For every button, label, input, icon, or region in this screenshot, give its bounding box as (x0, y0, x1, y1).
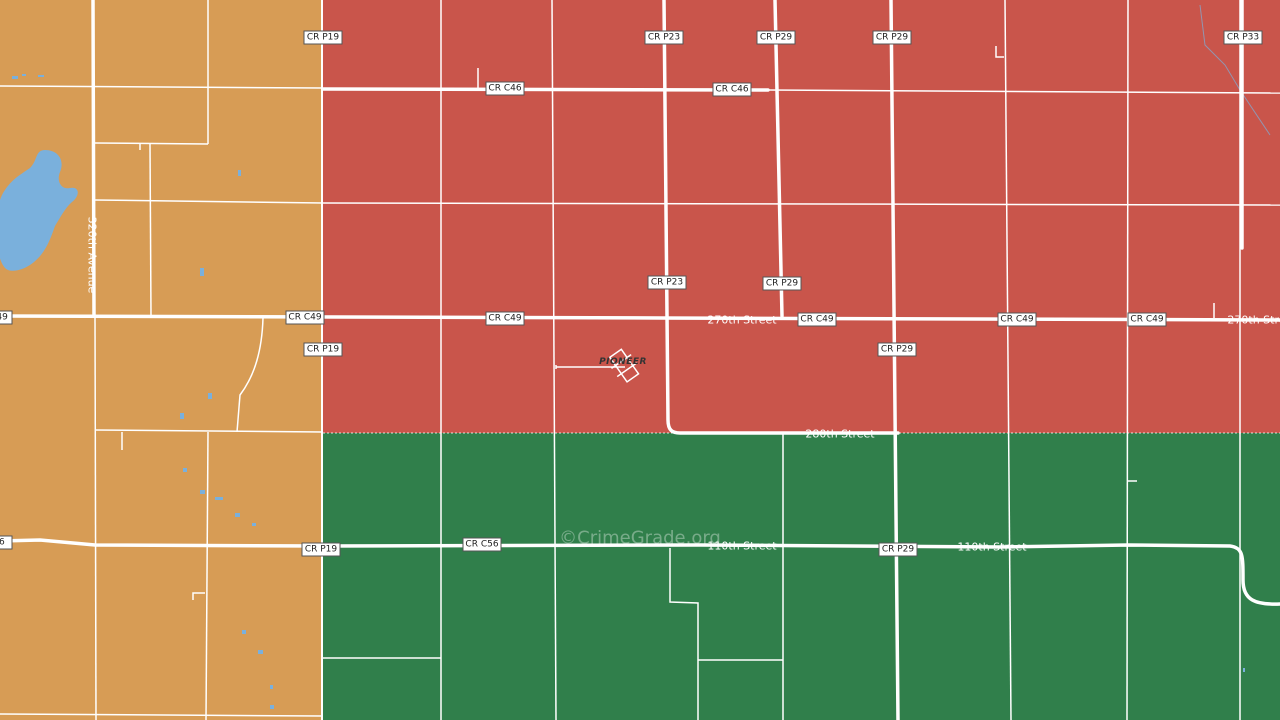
road-shield-cr-p29: CR P29 (756, 30, 796, 45)
svg-text:CR P19: CR P19 (305, 545, 338, 555)
svg-text:CR C56: CR C56 (465, 540, 498, 550)
road-shield-cr-c49: CR C49 (285, 310, 325, 325)
svg-text:CR C49: CR C49 (488, 314, 521, 324)
svg-text:CR P29: CR P29 (881, 345, 914, 355)
road-shield-cr-p29: CR P29 (878, 542, 918, 557)
road-shield-cr-c46: CR C46 (485, 81, 525, 96)
road-shield-cr-p33: CR P33 (1223, 30, 1263, 45)
road-shield-cr-p19: CR P19 (303, 30, 343, 45)
svg-text:C49: C49 (0, 313, 8, 323)
svg-text:CR P23: CR P23 (651, 278, 683, 288)
pioneer-town (608, 348, 640, 383)
svg-text:CR C49: CR C49 (1000, 315, 1033, 325)
watermark: ©CrimeGrade.org (559, 528, 721, 549)
svg-text:56: 56 (0, 538, 5, 548)
stream (1199, 4, 1271, 136)
road-shield-c56-edge: 56 (0, 535, 13, 550)
lake (0, 150, 78, 271)
road-shield-cr-c49: CR C49 (1127, 312, 1167, 327)
svg-text:CR P33: CR P33 (1227, 33, 1259, 43)
zone-orange (0, 0, 323, 720)
street-label-320th-avenue: 320th Avenue (86, 217, 99, 294)
street-label-110th-street-east: 110th Street (957, 541, 1027, 554)
street-label-270th-street-edge: 270th Street (1227, 314, 1280, 327)
svg-text:CR C46: CR C46 (488, 84, 521, 94)
zone-green (323, 433, 1280, 720)
road-shield-cr-c56: CR C56 (462, 537, 502, 552)
svg-text:CR P19: CR P19 (307, 345, 340, 355)
road-shield-c49-edge: C49 (0, 310, 13, 325)
svg-text:CR P23: CR P23 (648, 33, 680, 43)
street-label-280th-street: 280th Street (805, 428, 875, 441)
road-shield-cr-p29: CR P29 (762, 276, 802, 291)
road-shield-cr-p23: CR P23 (644, 30, 684, 45)
road-shield-cr-c49: CR C49 (797, 312, 837, 327)
road-shield-cr-p29: CR P29 (872, 30, 912, 45)
road-shield-cr-p19: CR P19 (303, 342, 343, 357)
svg-text:CR P29: CR P29 (876, 33, 909, 43)
svg-text:CR P19: CR P19 (307, 33, 340, 43)
svg-text:CR P29: CR P29 (882, 545, 915, 555)
zone-red (323, 0, 1280, 433)
road-shield-cr-c46: CR C46 (712, 82, 752, 97)
road-shield-cr-p19: CR P19 (301, 542, 341, 557)
road-shield-cr-p23: CR P23 (647, 275, 687, 290)
svg-text:CR C49: CR C49 (800, 315, 833, 325)
road-shield-cr-c49: CR C49 (997, 312, 1037, 327)
svg-text:CR P29: CR P29 (766, 279, 799, 289)
svg-text:CR C49: CR C49 (1130, 315, 1163, 325)
place-label-pioneer: PIONEER (599, 357, 647, 367)
svg-text:CR P29: CR P29 (760, 33, 793, 43)
street-label-110th-street: 110th Street (707, 540, 777, 553)
ponds (12, 74, 1245, 709)
svg-text:CR C46: CR C46 (715, 85, 748, 95)
road-shield-cr-c49: CR C49 (485, 311, 525, 326)
street-label-270th-street: 270th Street (707, 314, 777, 327)
road-shield-cr-p29: CR P29 (877, 342, 917, 357)
svg-text:CR C49: CR C49 (288, 313, 321, 323)
